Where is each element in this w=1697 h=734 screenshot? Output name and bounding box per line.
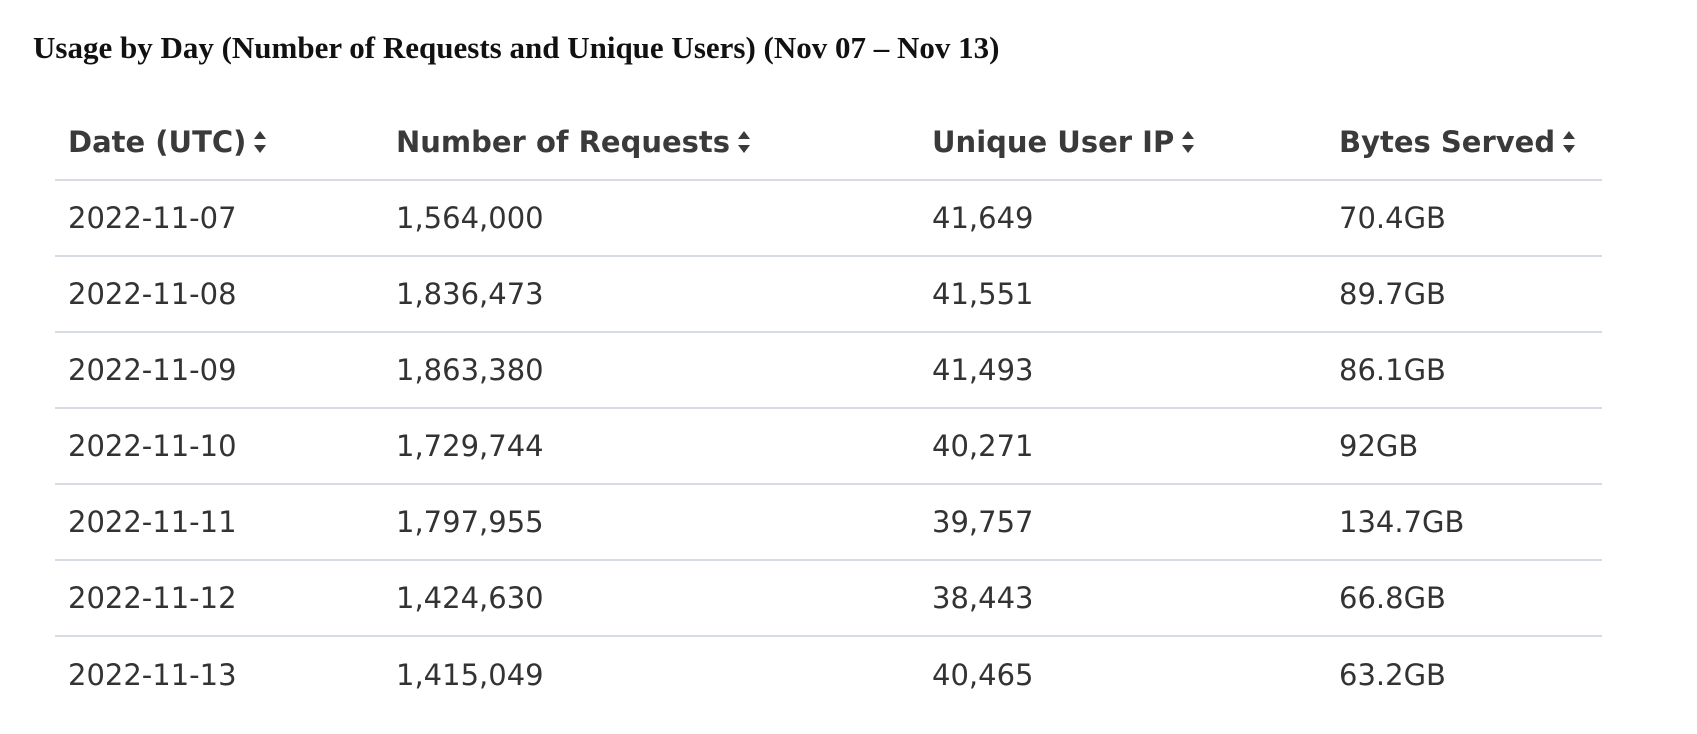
usage-table: Date (UTC) Number of Requests Unique Use… — [55, 103, 1602, 712]
table-row: 2022-11-09 1,863,380 41,493 86.1GB — [55, 332, 1602, 409]
cell-requests: 1,564,000 — [383, 180, 919, 257]
cell-date: 2022-11-12 — [55, 560, 383, 637]
sort-icon[interactable] — [252, 129, 268, 155]
cell-date: 2022-11-08 — [55, 256, 383, 333]
column-header-bytes[interactable]: Bytes Served — [1326, 103, 1602, 181]
sort-icon[interactable] — [736, 129, 752, 155]
cell-date: 2022-11-09 — [55, 332, 383, 409]
cell-bytes: 89.7GB — [1326, 256, 1602, 333]
column-header-label: Number of Requests — [396, 125, 731, 159]
column-header-unique-ip[interactable]: Unique User IP — [919, 103, 1326, 181]
cell-bytes: 63.2GB — [1339, 657, 1446, 692]
cell-unique-ip: 38,443 — [919, 560, 1326, 637]
sort-icon[interactable] — [1180, 129, 1196, 155]
cell-requests: 1,836,473 — [383, 256, 919, 333]
table-row: 2022-11-08 1,836,473 41,551 89.7GB — [55, 256, 1602, 333]
cell-bytes: 86.1GB — [1326, 332, 1602, 409]
cell-requests: 1,424,630 — [383, 560, 919, 637]
column-header-label: Unique User IP — [932, 125, 1175, 159]
column-header-label: Bytes Served — [1339, 125, 1556, 159]
cell-bytes: 92GB — [1326, 408, 1602, 485]
table-row: 2022-11-13 1,415,049 40,465 63.2GB — [55, 636, 1602, 712]
cell-requests: 1,863,380 — [383, 332, 919, 409]
table-row: 2022-11-07 1,564,000 41,649 70.4GB — [55, 180, 1602, 257]
cell-unique-ip: 41,493 — [919, 332, 1326, 409]
cell-unique-ip: 40,271 — [919, 408, 1326, 485]
column-header-date[interactable]: Date (UTC) — [55, 103, 383, 181]
table-header: Date (UTC) Number of Requests Unique Use… — [55, 103, 1602, 181]
cell-requests: 1,797,955 — [383, 484, 919, 561]
cell-date: 2022-11-07 — [55, 180, 383, 257]
cell-unique-ip: 40,465 — [932, 657, 1034, 692]
page-title: Usage by Day (Number of Requests and Uni… — [33, 30, 1000, 65]
header-row: Date (UTC) Number of Requests Unique Use… — [55, 103, 1602, 181]
cell-requests: 1,415,049 — [396, 657, 544, 692]
cell-requests: 1,729,744 — [383, 408, 919, 485]
cell-unique-ip: 41,649 — [919, 180, 1326, 257]
cell-unique-ip: 39,757 — [919, 484, 1326, 561]
table-row: 2022-11-10 1,729,744 40,271 92GB — [55, 408, 1602, 485]
cell-date: 2022-11-10 — [55, 408, 383, 485]
sort-icon[interactable] — [1561, 129, 1577, 155]
table-body: 2022-11-07 1,564,000 41,649 70.4GB 2022-… — [55, 180, 1602, 712]
column-header-requests[interactable]: Number of Requests — [383, 103, 919, 181]
column-header-label: Date (UTC) — [68, 125, 247, 159]
table-row: 2022-11-12 1,424,630 38,443 66.8GB — [55, 560, 1602, 637]
cell-bytes: 66.8GB — [1326, 560, 1602, 637]
cell-bytes: 70.4GB — [1326, 180, 1602, 257]
cell-date: 2022-11-13 — [68, 657, 237, 692]
cell-bytes: 134.7GB — [1326, 484, 1602, 561]
cell-unique-ip: 41,551 — [919, 256, 1326, 333]
table-row: 2022-11-11 1,797,955 39,757 134.7GB — [55, 484, 1602, 561]
cell-date: 2022-11-11 — [55, 484, 383, 561]
